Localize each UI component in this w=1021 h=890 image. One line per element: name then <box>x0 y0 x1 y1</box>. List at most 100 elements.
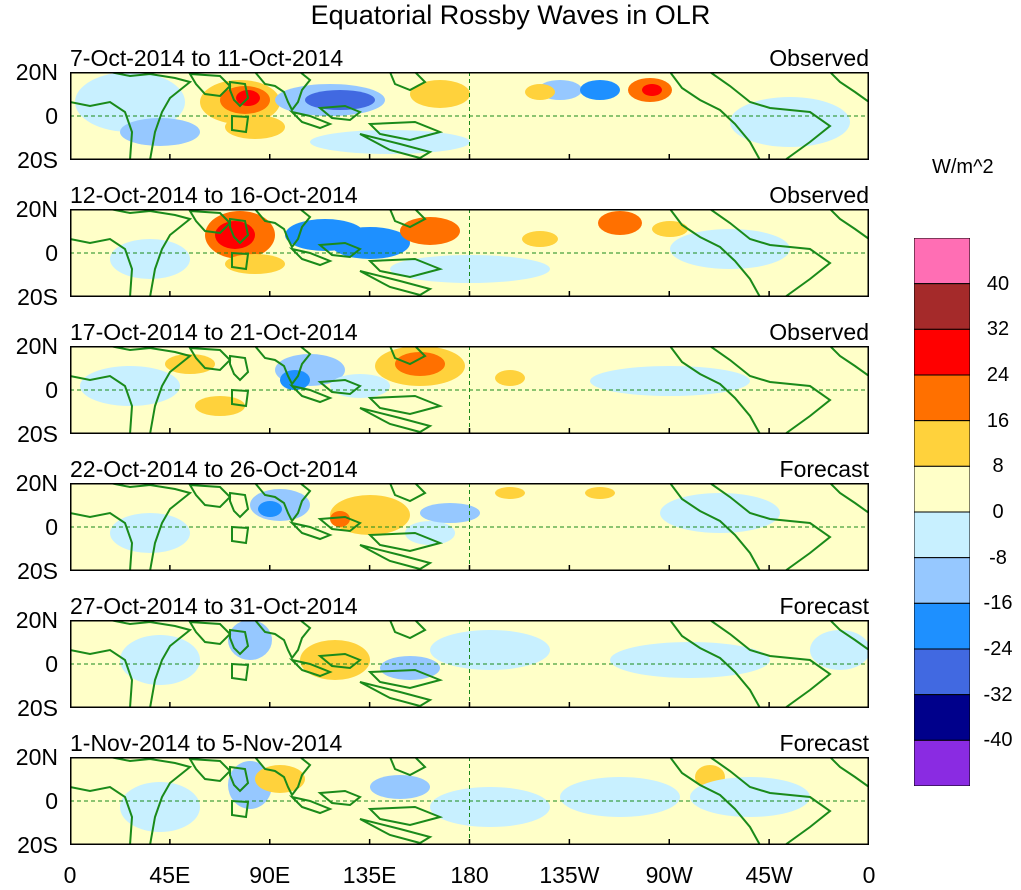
coastline <box>229 491 250 519</box>
lat-label: 0 <box>45 651 58 677</box>
lon-label: 45E <box>149 862 191 888</box>
panel-frame <box>70 757 869 845</box>
coastline <box>388 483 427 503</box>
coastline <box>288 521 333 541</box>
coastline <box>288 795 333 815</box>
coastline <box>367 805 444 827</box>
olr-anomaly-contour <box>560 777 680 817</box>
lat-label: 20S <box>17 421 58 447</box>
colorbar-units: W/m^2 <box>932 156 994 178</box>
coastline <box>253 209 312 249</box>
coastline <box>668 72 832 160</box>
olr-anomaly-contour <box>305 90 375 110</box>
coastline <box>367 668 444 690</box>
coastline <box>229 217 250 245</box>
coastline <box>668 757 832 845</box>
lat-label: 20S <box>17 832 58 858</box>
coastline <box>828 483 869 515</box>
panel-kind-label: Forecast <box>779 593 869 619</box>
olr-anomaly-contour <box>522 231 558 247</box>
colorbar-label: 24 <box>986 364 1010 386</box>
coastline <box>188 72 232 98</box>
olr-anomaly-contour <box>610 642 770 678</box>
coastline <box>229 80 250 108</box>
panel-kind-label: Forecast <box>779 730 869 756</box>
colorbar-label: 8 <box>992 455 1004 478</box>
coastline <box>828 346 869 378</box>
coastline <box>388 620 427 640</box>
olr-anomaly-contour <box>642 84 662 96</box>
olr-anomaly-contour <box>225 115 285 139</box>
map-panel <box>70 72 869 160</box>
map-panel <box>70 209 869 297</box>
olr-anomaly-contour <box>690 777 810 817</box>
olr-anomaly-contour <box>410 80 470 108</box>
lon-label: 180 <box>450 862 489 888</box>
lat-label: 20N <box>15 333 58 359</box>
colorbar-swatch <box>914 465 970 513</box>
olr-anomaly-contour <box>330 227 410 259</box>
coastline <box>367 394 444 416</box>
coastline <box>367 120 444 142</box>
map-panel <box>70 346 869 434</box>
colorbar-swatch <box>914 648 970 696</box>
coastline <box>70 72 193 160</box>
lon-label: 45W <box>745 862 793 888</box>
coastline <box>253 757 312 797</box>
coastline <box>253 483 312 523</box>
panel-frame <box>70 346 869 434</box>
olr-anomaly-contour <box>430 630 550 670</box>
colorbar-label: 40 <box>986 272 1010 295</box>
coastline <box>668 620 832 708</box>
chart-title: Equatorial Rossby Waves in OLR <box>310 0 711 30</box>
olr-anomaly-contour <box>585 487 615 499</box>
colorbar-label: 0 <box>992 501 1004 523</box>
coastline <box>70 757 193 845</box>
panel-kind-label: Observed <box>769 319 869 345</box>
olr-anomaly-contour <box>110 239 190 279</box>
coastline <box>359 818 433 845</box>
panel-frame <box>70 620 869 708</box>
coastline <box>828 757 869 789</box>
colorbar-swatch <box>914 739 970 786</box>
colorbar-swatch <box>914 694 970 741</box>
olr-anomaly-contour <box>330 495 410 535</box>
olr-anomaly-contour <box>430 787 550 827</box>
colorbar-swatch <box>914 557 970 604</box>
olr-anomaly-contour <box>255 765 305 793</box>
region-box <box>231 662 250 682</box>
coastline <box>388 72 427 92</box>
lon-label: 90E <box>249 862 291 888</box>
olr-anomaly-contour <box>652 221 688 237</box>
coastline <box>188 346 232 372</box>
lon-label: 90W <box>645 862 693 888</box>
coastline <box>253 346 312 386</box>
panel-date-range: 22-Oct-2014 to 26-Oct-2014 <box>70 456 358 482</box>
lon-label: 0 <box>862 862 876 888</box>
panel-date-range: 7-Oct-2014 to 11-Oct-2014 <box>70 45 344 71</box>
olr-anomaly-contour <box>660 493 780 533</box>
colorbar-label: -8 <box>989 546 1007 569</box>
region-box <box>231 525 250 545</box>
olr-anomaly-contour <box>395 352 445 376</box>
colorbar-label: 16 <box>986 409 1010 432</box>
lat-label: 0 <box>45 240 58 266</box>
coastline <box>388 209 427 229</box>
colorbar-swatch <box>914 602 970 650</box>
olr-anomaly-contour <box>120 782 200 832</box>
lat-label: 0 <box>45 514 58 540</box>
coastline <box>288 110 333 130</box>
lat-label: 20N <box>15 470 58 496</box>
panel-kind-label: Observed <box>769 182 869 208</box>
coastline <box>668 483 832 571</box>
olr-anomaly-contour <box>330 511 350 527</box>
colorbar-label: -16 <box>983 592 1013 615</box>
colorbar-swatch <box>914 328 970 376</box>
olr-anomaly-contour <box>258 501 282 517</box>
map-panel <box>70 757 869 845</box>
lat-label: 20N <box>15 744 58 770</box>
region-box <box>231 251 250 271</box>
coastline <box>229 354 250 382</box>
region-box <box>231 799 250 819</box>
panel-frame <box>70 209 869 297</box>
